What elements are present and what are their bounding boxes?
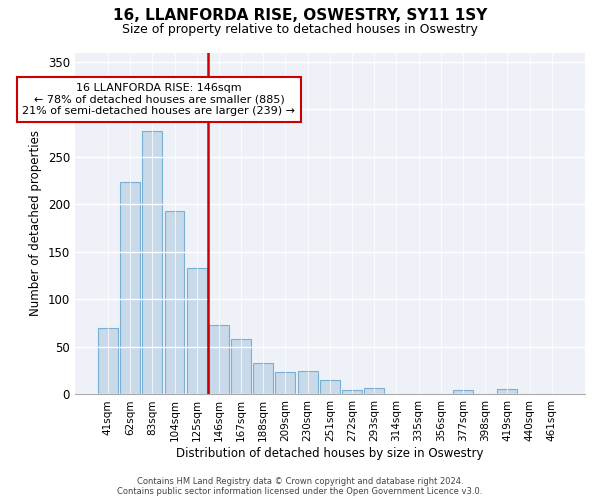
Bar xyxy=(187,268,206,394)
Bar xyxy=(453,390,473,394)
Bar xyxy=(342,390,362,394)
Bar xyxy=(142,132,163,394)
Bar xyxy=(120,182,140,394)
X-axis label: Distribution of detached houses by size in Oswestry: Distribution of detached houses by size … xyxy=(176,447,484,460)
Bar xyxy=(275,372,295,394)
Bar xyxy=(98,328,118,394)
Bar xyxy=(164,211,184,394)
Text: Size of property relative to detached houses in Oswestry: Size of property relative to detached ho… xyxy=(122,22,478,36)
Bar xyxy=(231,340,251,394)
Bar xyxy=(209,325,229,394)
Y-axis label: Number of detached properties: Number of detached properties xyxy=(29,130,42,316)
Bar xyxy=(497,389,517,394)
Bar xyxy=(298,370,317,394)
Bar xyxy=(320,380,340,394)
Text: Contains HM Land Registry data © Crown copyright and database right 2024.
Contai: Contains HM Land Registry data © Crown c… xyxy=(118,476,482,496)
Text: 16, LLANFORDA RISE, OSWESTRY, SY11 1SY: 16, LLANFORDA RISE, OSWESTRY, SY11 1SY xyxy=(113,8,487,22)
Text: 16 LLANFORDA RISE: 146sqm
← 78% of detached houses are smaller (885)
21% of semi: 16 LLANFORDA RISE: 146sqm ← 78% of detac… xyxy=(22,83,295,116)
Bar xyxy=(253,363,273,394)
Bar xyxy=(364,388,384,394)
